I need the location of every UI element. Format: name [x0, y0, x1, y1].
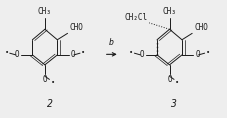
Text: •: •: [205, 50, 209, 56]
Text: CH₃: CH₃: [38, 7, 52, 16]
Text: O: O: [42, 75, 47, 84]
Text: O: O: [15, 50, 19, 59]
Text: O: O: [194, 50, 199, 59]
Text: •: •: [129, 50, 133, 56]
Text: 3: 3: [169, 99, 175, 109]
Text: O: O: [70, 50, 75, 59]
Text: •: •: [50, 80, 54, 86]
Text: 2: 2: [46, 99, 52, 109]
Text: CH₂Cl: CH₂Cl: [124, 13, 147, 22]
Text: CHO: CHO: [194, 23, 207, 32]
Text: O: O: [139, 50, 143, 59]
Text: b: b: [108, 38, 113, 47]
Text: CH₃: CH₃: [162, 7, 176, 16]
Text: •: •: [81, 50, 85, 56]
Text: CHO: CHO: [69, 23, 83, 32]
Text: O: O: [166, 75, 171, 84]
Text: •: •: [174, 80, 179, 86]
Text: •: •: [5, 50, 9, 56]
